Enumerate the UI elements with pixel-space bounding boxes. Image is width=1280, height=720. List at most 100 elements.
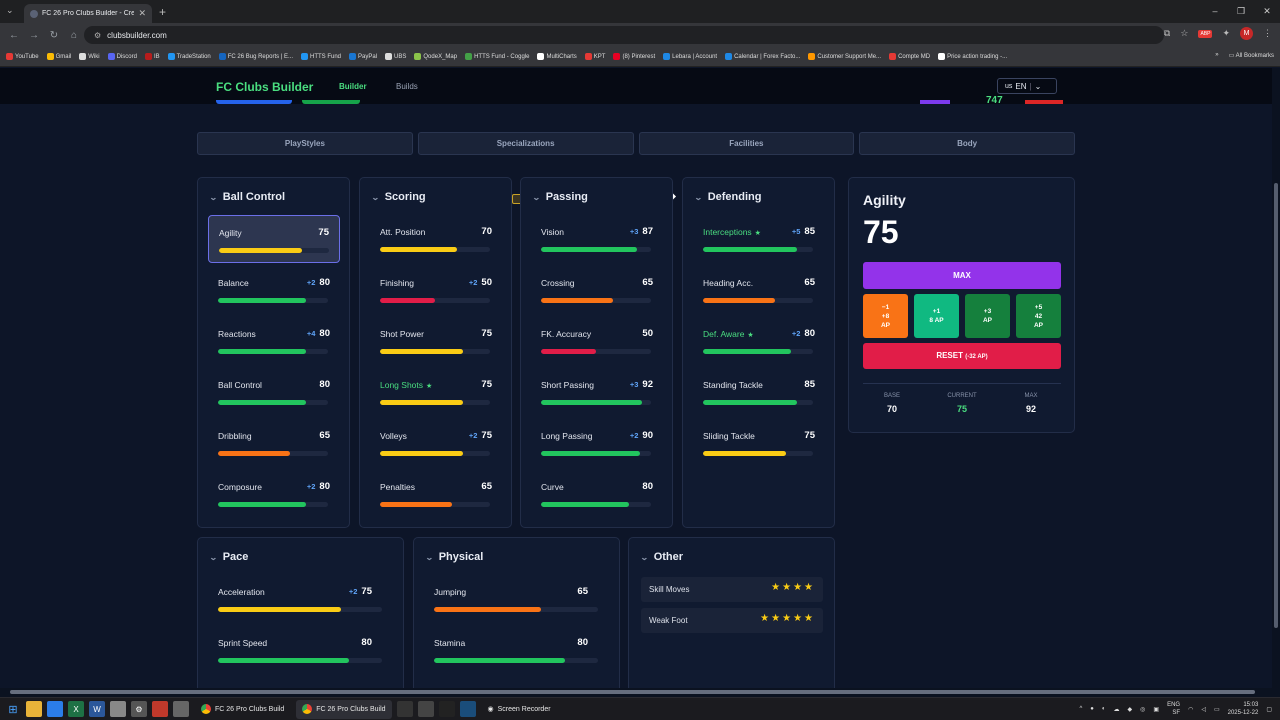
close-tab-icon[interactable]: ✕ [138,8,146,18]
panel-header[interactable]: ⌄ Defending [693,191,762,203]
tray-app-icon[interactable]: ▣ [1153,706,1160,713]
other-row[interactable]: Skill Moves ★★★★ [641,577,823,602]
panel-header[interactable]: ⌄ Pace [208,551,249,563]
stat-row[interactable]: Dribbling 65 [208,419,340,467]
panel-header[interactable]: ⌄ Physical [424,551,484,563]
tab-facilities[interactable]: Facilities [638,132,855,155]
maximize-icon[interactable]: ❐ [1236,6,1246,16]
battery-icon[interactable]: ▭ [1213,706,1220,713]
nav-builder[interactable]: Builder [339,82,367,91]
close-window-icon[interactable]: ✕ [1263,6,1271,16]
adblock-icon[interactable]: ABP [1198,29,1213,38]
stat-row[interactable]: Shot Power 75 [370,317,502,365]
tab-specializations[interactable]: Specializations [417,132,634,155]
tray-app-icon[interactable]: ● [1090,706,1094,712]
stat-row[interactable]: FK. Accuracy 50 [531,317,663,365]
stat-row[interactable]: Agility 75 [208,215,340,263]
clock[interactable]: 15:03 2025-12-22 [1227,702,1259,716]
horizontal-scrollbar[interactable] [0,688,1280,697]
menu-icon[interactable]: ⋮ [1263,28,1272,38]
notification-icon[interactable]: ▢ [1266,706,1272,713]
bookmark-item[interactable]: (8) Pinterest [613,53,655,60]
bookmark-item[interactable]: UBS [385,53,406,60]
taskbar-chrome-window[interactable]: FC 26 Pro Clubs Build [296,699,392,719]
stat-row[interactable]: Finishing +2 50 [370,266,502,314]
nav-builds[interactable]: Builds [396,82,418,91]
stat-row[interactable]: Vision +3 87 [531,215,663,263]
tab-body[interactable]: Body [859,132,1075,155]
profile-avatar[interactable]: M [1240,27,1253,40]
tray-chevron-icon[interactable]: ^ [1079,706,1083,712]
panel-header[interactable]: ⌄ Ball Control [208,191,286,203]
home-icon[interactable]: ⌂ [70,29,78,41]
tab-search-icon[interactable]: ⌄ [6,5,14,15]
stat-row[interactable]: Curve 80 [531,470,663,518]
stat-row[interactable]: Sprint Speed 80 [208,626,382,674]
bookmark-star-icon[interactable]: ☆ [1180,28,1189,38]
bookmark-item[interactable]: Gmail [46,53,71,60]
stat-row[interactable]: Standing Tackle 85 [693,368,825,416]
bookmark-item[interactable]: HTTS Fund - Coggle [465,53,529,60]
panel-header[interactable]: ⌄ Scoring [370,191,426,203]
file-explorer-icon[interactable] [26,701,42,717]
panel-header[interactable]: ⌄ Other [639,551,684,563]
reset-button[interactable]: RESET (-32 AP) [863,343,1061,369]
tray-app-icon[interactable]: ◐ [1101,706,1106,712]
taskbar-screen-recorder[interactable]: ◉ Screen Recorder [487,705,551,714]
omnibox[interactable]: ⚙ clubsbuilder.com [84,26,1164,44]
bookmark-item[interactable]: TradeStation [167,53,211,60]
stat-row[interactable]: Jumping 65 [424,575,598,623]
decrease-1-button[interactable]: −1 +8 AP [863,294,908,338]
bookmark-item[interactable]: HTTS Fund [301,53,341,60]
stat-row[interactable]: Stamina 80 [424,626,598,674]
stat-row[interactable]: Composure +2 80 [208,470,340,518]
app-icon[interactable] [459,701,476,717]
bookmark-item[interactable]: Price action trading -... [938,53,1007,60]
stat-row[interactable]: Reactions +4 80 [208,317,340,365]
vertical-scrollbar[interactable] [1272,68,1280,688]
stat-row[interactable]: Att. Position 70 [370,215,502,263]
app-icon[interactable] [173,701,189,717]
new-tab-icon[interactable]: + [159,5,167,19]
wifi-icon[interactable]: ◠ [1188,706,1194,713]
word-icon[interactable]: W [89,701,105,717]
stat-row[interactable]: Penalties 65 [370,470,502,518]
app-icon[interactable] [47,701,63,717]
stat-row[interactable]: Volleys +2 75 [370,419,502,467]
cloud-icon[interactable]: ☁ [1113,706,1120,713]
app-icon[interactable] [152,701,168,717]
increase-1-button[interactable]: +1 8 AP [914,294,959,338]
bookmark-item[interactable]: PayPal [349,53,377,60]
all-bookmarks[interactable]: ▭ All Bookmarks [1228,53,1274,59]
stat-row[interactable]: Crossing 65 [531,266,663,314]
bookmark-item[interactable]: MultiCharts [537,53,577,60]
stat-row[interactable]: Short Passing +3 92 [531,368,663,416]
stat-row[interactable]: Heading Acc. 65 [693,266,825,314]
excel-icon[interactable]: X [68,701,84,717]
site-logo[interactable]: FC Clubs Builder [216,80,314,94]
bookmark-item[interactable]: YouTube [6,53,39,60]
increase-5-button[interactable]: +5 42 AP [1016,294,1061,338]
bookmark-item[interactable]: Calendar | Forex Facto... [725,53,800,60]
browser-tab[interactable]: FC 26 Pro Clubs Builder - Create & ... ✕ [24,4,152,23]
extensions-icon[interactable]: ✦ [1222,28,1230,38]
bookmark-item[interactable]: Lebara | Account [663,53,717,60]
back-icon[interactable]: ← [9,29,19,41]
reload-icon[interactable]: ↻ [49,29,59,41]
minimize-icon[interactable]: – [1212,6,1218,16]
stat-row[interactable]: Sliding Tackle 75 [693,419,825,467]
stat-row[interactable]: Ball Control 80 [208,368,340,416]
tab-playstyles[interactable]: PlayStyles [197,132,413,155]
language-select[interactable]: us EN | ⌄ [997,78,1057,94]
site-info-icon[interactable]: ⚙ [94,30,102,40]
windows-start-icon[interactable]: ⊞ [8,703,18,716]
bookmark-item[interactable]: IB [144,53,160,60]
bookmark-item[interactable]: Wiki [79,53,100,60]
volume-icon[interactable]: ◁ [1201,706,1206,713]
app-icon[interactable] [417,701,434,717]
taskbar-chrome-window[interactable]: FC 26 Pro Clubs Build [195,700,290,719]
stat-row[interactable]: Long Shots ★ 75 [370,368,502,416]
stat-row[interactable]: Balance +2 80 [208,266,340,314]
stat-row[interactable]: Long Passing +2 90 [531,419,663,467]
bookmark-item[interactable]: QodeX_Map [414,53,457,60]
